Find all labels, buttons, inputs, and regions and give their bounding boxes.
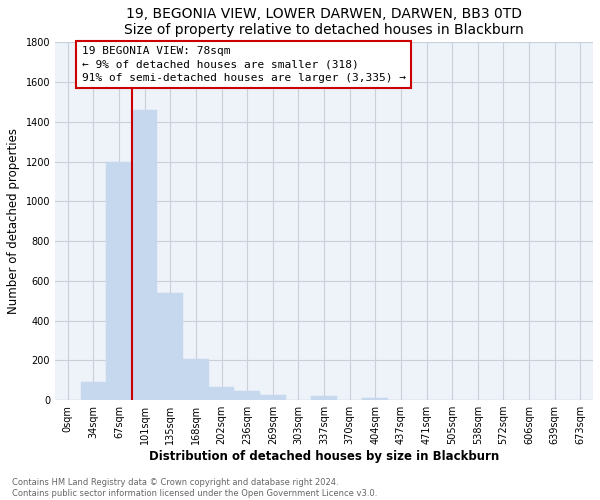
Bar xyxy=(362,398,388,400)
Bar xyxy=(106,162,132,400)
Y-axis label: Number of detached properties: Number of detached properties xyxy=(7,128,20,314)
Title: 19, BEGONIA VIEW, LOWER DARWEN, DARWEN, BB3 0TD
Size of property relative to det: 19, BEGONIA VIEW, LOWER DARWEN, DARWEN, … xyxy=(124,7,524,37)
Bar xyxy=(80,382,106,400)
Bar xyxy=(132,110,157,400)
Text: Contains HM Land Registry data © Crown copyright and database right 2024.
Contai: Contains HM Land Registry data © Crown c… xyxy=(12,478,377,498)
Bar xyxy=(183,360,209,400)
X-axis label: Distribution of detached houses by size in Blackburn: Distribution of detached houses by size … xyxy=(149,450,499,463)
Bar xyxy=(235,390,260,400)
Bar xyxy=(311,396,337,400)
Bar xyxy=(209,387,235,400)
Bar xyxy=(260,394,286,400)
Bar xyxy=(157,293,183,400)
Text: 19 BEGONIA VIEW: 78sqm
← 9% of detached houses are smaller (318)
91% of semi-det: 19 BEGONIA VIEW: 78sqm ← 9% of detached … xyxy=(82,46,406,83)
